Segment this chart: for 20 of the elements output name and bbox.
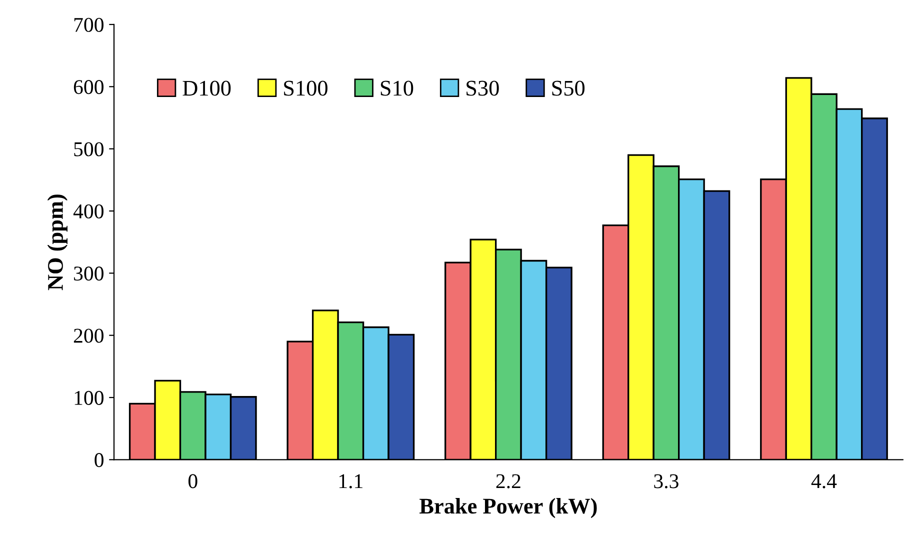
y-tick-label: 0 bbox=[94, 453, 104, 468]
y-axis-title: NO (ppm) bbox=[47, 194, 68, 290]
legend-label: S100 bbox=[284, 80, 328, 96]
legend-label: D100 bbox=[182, 80, 231, 96]
x-axis-title: Brake Power (kW) bbox=[420, 498, 597, 518]
y-tick-label: 100 bbox=[74, 390, 104, 405]
x-tick-label: 0 bbox=[188, 474, 198, 488]
x-tick-label: 4.4 bbox=[811, 474, 837, 488]
y-tick-label: 500 bbox=[74, 142, 104, 156]
y-tick-label: 700 bbox=[74, 18, 104, 32]
legend-label: S30 bbox=[466, 80, 499, 96]
x-tick-label: 3.3 bbox=[654, 474, 678, 488]
x-tick-label: 1.1 bbox=[339, 474, 362, 488]
y-tick-label: 600 bbox=[74, 80, 104, 94]
y-tick-label: 300 bbox=[74, 266, 104, 281]
legend-label: S50 bbox=[552, 80, 585, 96]
y-tick-label: 400 bbox=[73, 204, 104, 218]
legend-label: S10 bbox=[380, 80, 414, 96]
y-tick-label: 200 bbox=[74, 328, 104, 343]
x-tick-label: 2.2 bbox=[496, 474, 520, 488]
